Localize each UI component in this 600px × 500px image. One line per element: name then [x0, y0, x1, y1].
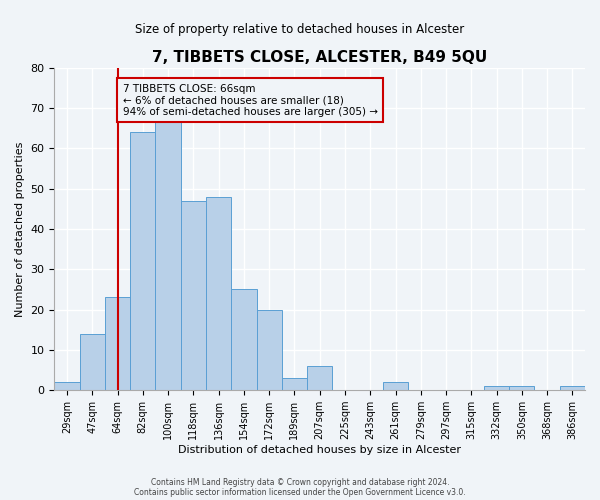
- Bar: [509, 386, 535, 390]
- Text: 7 TIBBETS CLOSE: 66sqm
← 6% of detached houses are smaller (18)
94% of semi-deta: 7 TIBBETS CLOSE: 66sqm ← 6% of detached …: [122, 84, 377, 117]
- Bar: [484, 386, 509, 390]
- Bar: [55, 382, 80, 390]
- Text: Contains HM Land Registry data © Crown copyright and database right 2024.
Contai: Contains HM Land Registry data © Crown c…: [134, 478, 466, 497]
- Text: Size of property relative to detached houses in Alcester: Size of property relative to detached ho…: [136, 22, 464, 36]
- Bar: [383, 382, 408, 390]
- X-axis label: Distribution of detached houses by size in Alcester: Distribution of detached houses by size …: [178, 445, 461, 455]
- Bar: [130, 132, 155, 390]
- Title: 7, TIBBETS CLOSE, ALCESTER, B49 5QU: 7, TIBBETS CLOSE, ALCESTER, B49 5QU: [152, 50, 487, 65]
- Bar: [155, 120, 181, 390]
- Y-axis label: Number of detached properties: Number of detached properties: [15, 141, 25, 316]
- Bar: [105, 298, 130, 390]
- Bar: [307, 366, 332, 390]
- Bar: [80, 334, 105, 390]
- Bar: [206, 196, 231, 390]
- Bar: [257, 310, 282, 390]
- Bar: [282, 378, 307, 390]
- Bar: [560, 386, 585, 390]
- Bar: [231, 290, 257, 390]
- Bar: [181, 200, 206, 390]
